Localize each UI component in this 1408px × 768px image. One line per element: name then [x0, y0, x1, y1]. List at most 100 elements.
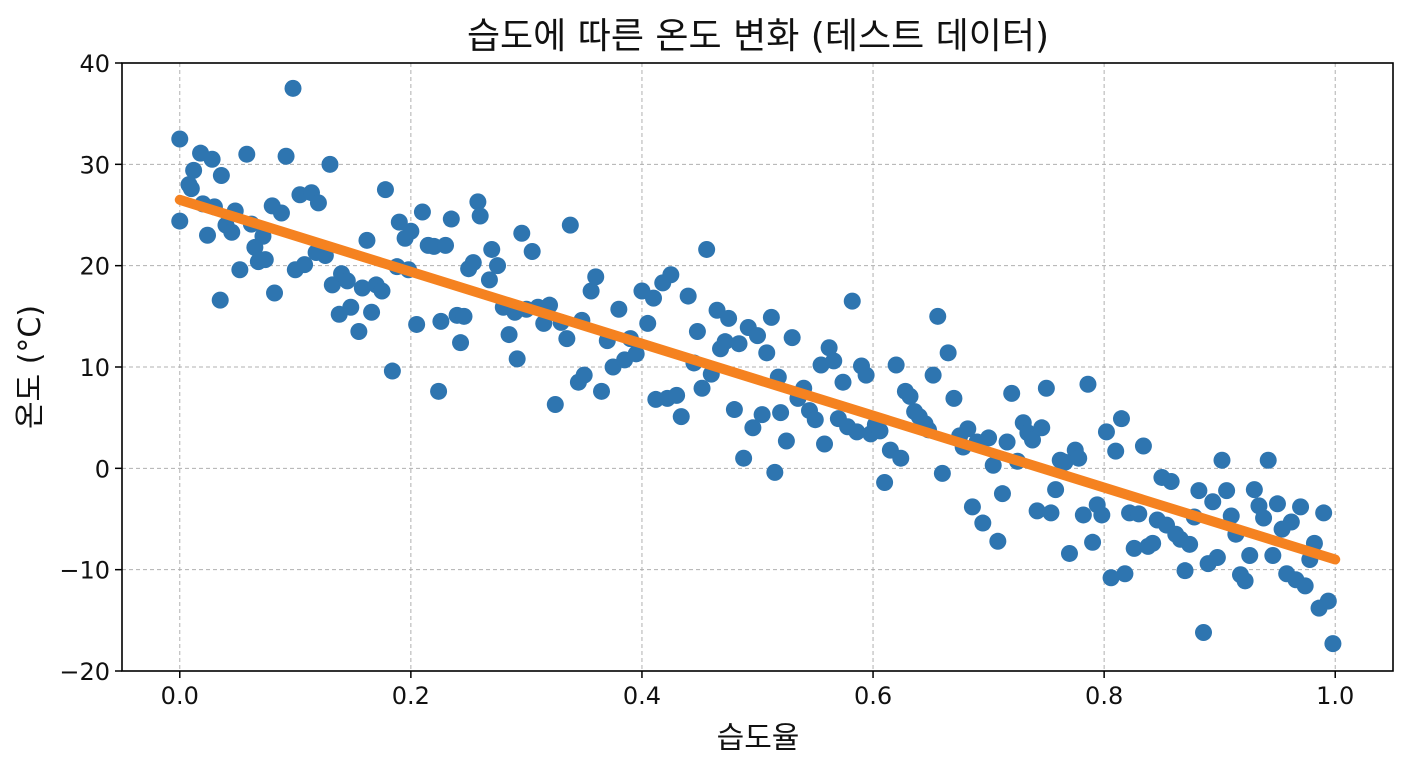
- data-point: [1222, 507, 1240, 525]
- data-point: [1112, 410, 1130, 428]
- data-point: [871, 422, 889, 440]
- data-point: [212, 166, 230, 184]
- y-tick-label: −10: [59, 557, 110, 585]
- data-point: [383, 362, 401, 380]
- data-point: [693, 379, 711, 397]
- data-point: [1144, 534, 1162, 552]
- data-point: [185, 161, 203, 179]
- data-point: [1023, 431, 1041, 449]
- data-point: [432, 312, 450, 330]
- grid: [122, 62, 1393, 672]
- data-point: [1324, 635, 1342, 653]
- data-point: [1060, 544, 1078, 562]
- data-point: [825, 352, 843, 370]
- data-point: [1107, 442, 1125, 460]
- data-point: [469, 193, 487, 211]
- data-point: [887, 356, 905, 374]
- data-point: [929, 307, 947, 325]
- data-point: [662, 266, 680, 284]
- data-point: [1259, 451, 1277, 469]
- data-point: [1319, 592, 1337, 610]
- data-point: [716, 333, 734, 351]
- data-point: [1134, 437, 1152, 455]
- data-point: [363, 303, 381, 321]
- data-point: [1176, 562, 1194, 580]
- data-point: [1047, 481, 1065, 499]
- data-point: [730, 335, 748, 353]
- data-point: [993, 485, 1011, 503]
- data-point: [1097, 423, 1115, 441]
- data-point: [1162, 473, 1180, 491]
- data-point: [376, 181, 394, 199]
- data-point: [593, 382, 611, 400]
- data-point: [1037, 379, 1055, 397]
- data-point: [452, 334, 470, 352]
- y-axis-label: 온도 (°C): [13, 305, 48, 429]
- data-point: [323, 276, 341, 294]
- data-point: [223, 223, 241, 241]
- data-point: [627, 345, 645, 363]
- data-point: [1102, 569, 1120, 587]
- y-tick-label: 10: [79, 354, 110, 382]
- x-tick-label: 0.8: [1085, 682, 1123, 710]
- data-point: [442, 210, 460, 228]
- data-point: [806, 411, 824, 429]
- data-point: [1236, 572, 1254, 590]
- data-point: [203, 150, 221, 168]
- axis-ticks: 0.0 0.2 0.4 0.6 0.8 1.0 −20 −10 0 10 20 30 40: [59, 50, 1354, 710]
- data-point: [1125, 539, 1143, 557]
- data-point: [171, 212, 189, 230]
- data-point: [508, 350, 526, 368]
- x-axis-label: 습도율: [717, 721, 800, 756]
- y-tick-label: 0: [95, 455, 110, 483]
- data-point: [587, 268, 605, 286]
- data-point: [284, 79, 302, 97]
- data-point: [437, 236, 455, 254]
- data-point: [1268, 495, 1286, 513]
- data-point: [480, 271, 498, 289]
- data-point: [924, 366, 942, 384]
- data-point: [1190, 482, 1208, 500]
- data-point: [1264, 546, 1282, 564]
- data-point: [1084, 533, 1102, 551]
- data-point: [513, 224, 531, 242]
- data-point: [998, 433, 1016, 451]
- data-point: [211, 291, 229, 309]
- data-point: [772, 404, 790, 422]
- data-point: [725, 401, 743, 419]
- data-point: [413, 203, 431, 221]
- data-point: [688, 323, 706, 341]
- data-point: [546, 395, 564, 413]
- data-point: [182, 180, 200, 198]
- chart-title: 습도에 따른 온도 변화 (테스트 데이터): [467, 16, 1049, 57]
- x-tick-label: 0.6: [854, 682, 892, 710]
- data-point: [857, 366, 875, 384]
- data-point: [277, 147, 295, 165]
- data-point: [1093, 506, 1111, 524]
- data-point: [238, 145, 256, 163]
- data-point: [430, 382, 448, 400]
- data-point: [390, 213, 408, 231]
- y-tick-label: 20: [79, 253, 110, 281]
- data-point: [783, 329, 801, 347]
- fit-line: [174, 194, 1341, 565]
- data-point: [231, 261, 249, 279]
- data-point: [1130, 505, 1148, 523]
- data-point: [843, 292, 861, 310]
- data-point: [309, 194, 327, 212]
- data-point: [266, 284, 284, 302]
- data-point: [939, 344, 957, 362]
- data-point: [575, 366, 593, 384]
- y-tick-label: 40: [79, 50, 110, 78]
- data-point: [464, 254, 482, 272]
- x-tick-label: 1.0: [1316, 682, 1354, 710]
- data-point: [959, 420, 977, 438]
- data-point: [1292, 498, 1310, 516]
- data-point: [358, 231, 376, 249]
- data-point: [1003, 384, 1021, 402]
- data-point: [735, 449, 753, 467]
- data-point: [561, 216, 579, 234]
- data-point: [471, 207, 489, 225]
- data-point: [758, 344, 776, 362]
